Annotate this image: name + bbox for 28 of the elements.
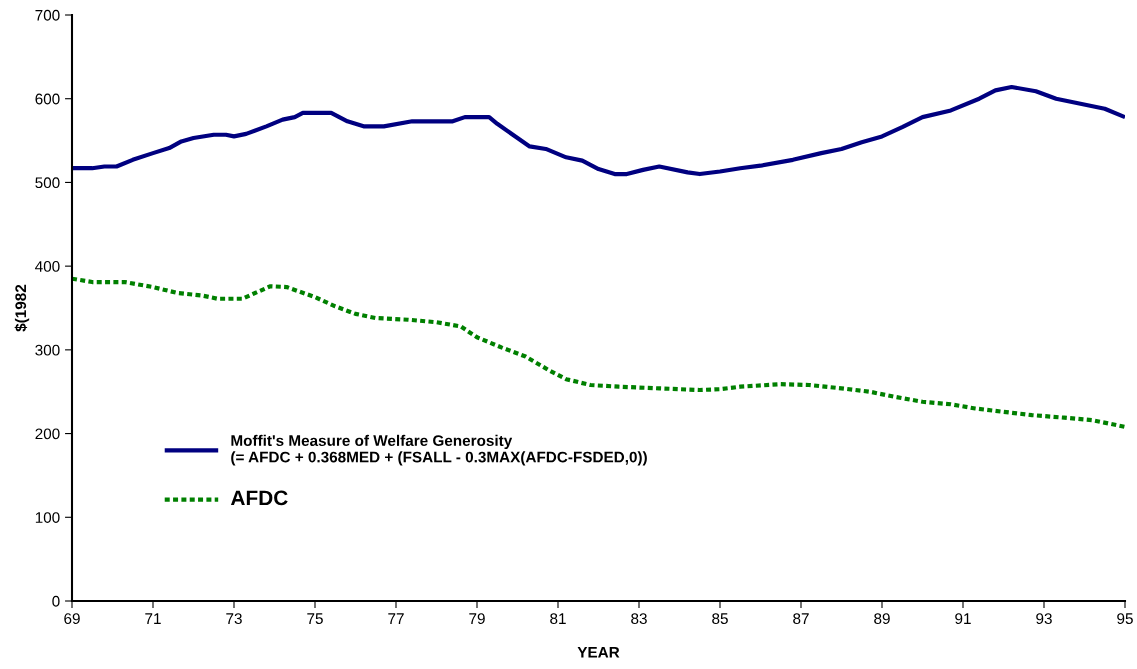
x-tick-label: 85 xyxy=(712,613,728,625)
x-tick-label: 95 xyxy=(1117,613,1133,625)
x-tick-label: 73 xyxy=(226,613,242,625)
x-tick-label: 69 xyxy=(64,613,80,625)
x-tick-label: 75 xyxy=(307,613,323,625)
legend-label: Moffit's Measure of Welfare Generosity (= AFDC + 0.368MED + (FSALL - 0.3MAX(AFDC-FSDED,0)) xyxy=(231,434,647,466)
x-tick-label: 81 xyxy=(550,613,566,625)
x-tick-label: 77 xyxy=(388,613,404,624)
x-tick-label: 91 xyxy=(955,613,971,625)
legend-label: AFDC xyxy=(230,490,288,506)
x-tick-label: 83 xyxy=(631,613,647,625)
x-tick-label: 87 xyxy=(793,613,809,625)
y-axis-title: $(1982 xyxy=(14,284,30,332)
y-tick-label: 600 xyxy=(35,93,60,105)
y-tick-label: 500 xyxy=(35,177,60,189)
y-tick-label: 300 xyxy=(35,344,60,356)
y-tick-label: 100 xyxy=(35,512,60,523)
x-tick-label: 89 xyxy=(874,613,890,625)
y-tick-label: 700 xyxy=(35,9,60,21)
line-series xyxy=(72,84,1125,177)
line-series xyxy=(72,276,1125,429)
y-tick-label: 200 xyxy=(35,428,60,440)
x-tick-label: 79 xyxy=(469,613,485,625)
y-tick-label: 0 xyxy=(52,595,60,607)
x-tick-label: 93 xyxy=(1036,613,1052,625)
y-tick-label: 400 xyxy=(35,261,60,272)
x-tick-label: 71 xyxy=(145,613,161,624)
x-axis-title: YEAR xyxy=(577,647,620,658)
